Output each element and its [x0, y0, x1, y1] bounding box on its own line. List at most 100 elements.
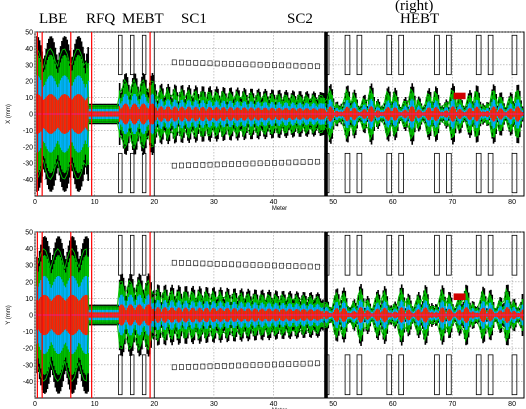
y-cavity-bottom	[171, 364, 177, 371]
y-cavity-top	[279, 262, 284, 269]
x-ytick-label: -30	[23, 161, 33, 168]
y-xtick-label: 60	[389, 401, 397, 408]
y-magnet-bottom	[356, 354, 363, 396]
x-ytick-label: 10	[25, 95, 33, 102]
y-ytick-label: 40	[25, 246, 33, 253]
x-ylabel: X (mm)	[6, 104, 12, 124]
y-cavity-top	[307, 263, 313, 270]
x-cavity-top	[200, 60, 206, 66]
x-cavity-bottom	[214, 161, 220, 168]
y-cavity-top	[286, 263, 292, 269]
y-cavity-top	[314, 263, 320, 270]
x-xtick-label: 30	[210, 199, 218, 206]
x-cavity-bottom	[250, 160, 256, 167]
y-magnet-bottom	[446, 354, 452, 396]
y-ytick-label: 20	[25, 279, 33, 286]
x-cavity-top	[300, 63, 306, 69]
section-label-hebt: HEBT	[400, 11, 439, 27]
x-xtick-label: 80	[508, 199, 516, 206]
y-cavity-bottom	[243, 362, 249, 369]
x-ytick-label: -40	[23, 177, 33, 184]
y-cavity-top	[300, 263, 306, 270]
y-magnet-bottom	[398, 354, 404, 396]
x-ytick-label: 0	[29, 112, 33, 119]
section-label-sc2: SC2	[287, 11, 313, 27]
y-cavity-bottom	[250, 362, 256, 368]
y-cavity-top	[272, 262, 277, 269]
x-cavity-bottom	[179, 162, 184, 169]
y-magnet-top	[398, 234, 404, 276]
x-cavity-top	[236, 61, 242, 67]
y-xtick-label: 40	[270, 401, 278, 408]
y-cavity-bottom	[293, 361, 299, 367]
y-ytick-label: -20	[23, 346, 33, 353]
y-cavity-top	[250, 262, 256, 268]
y-magnet-top	[386, 234, 393, 276]
x-magnet-bottom	[511, 152, 518, 194]
x-cavity-top	[286, 62, 292, 69]
x-cavity-top	[272, 62, 277, 68]
x-beam	[35, 36, 524, 192]
y-xtick-label: 0	[33, 401, 37, 408]
y-ytick-label: -30	[23, 362, 33, 369]
y-target-marker	[453, 293, 466, 301]
section-label-sc1: SC1	[181, 11, 207, 27]
x-envelope-plot: 0 10 20 30 40 50 60 70 80 50 40 30 20 10 0 -10 -20 -30 -40…	[6, 30, 525, 212]
x-cavity-bottom	[293, 159, 299, 166]
x-cavity-top	[207, 60, 213, 67]
y-magnet-top	[344, 234, 351, 276]
y-cavity-top	[236, 261, 242, 268]
x-ytick-label: 20	[25, 79, 33, 86]
x-cavity-bottom	[264, 160, 270, 166]
x-magnet-bottom	[475, 152, 482, 194]
x-ytick-label: 30	[25, 62, 33, 69]
y-cavity-top	[293, 263, 299, 269]
x-cavity-bottom	[300, 159, 306, 165]
x-cavity-bottom	[257, 160, 263, 167]
x-magnet-top	[356, 34, 363, 76]
x-magnet-bottom	[446, 152, 452, 194]
y-xtick-label: 50	[329, 401, 337, 408]
x-magnet-top	[118, 34, 123, 76]
x-cavity-bottom	[193, 162, 199, 168]
top-right-text: (right)	[395, 0, 433, 14]
x-xtick-label: 70	[449, 199, 457, 206]
y-cavity-top	[264, 262, 270, 269]
x-cavity-bottom	[221, 161, 227, 168]
y-cavity-bottom	[200, 363, 206, 370]
y-cavity-top	[229, 261, 234, 268]
y-magnet-top	[487, 234, 494, 276]
y-cavity-top	[221, 261, 227, 267]
x-envelope-lower	[35, 118, 521, 180]
x-cavity-bottom	[279, 159, 284, 166]
x-cavity-top	[179, 59, 184, 66]
y-cavity-top	[243, 261, 249, 268]
y-cavity-bottom	[221, 363, 227, 369]
y-cavity-top	[207, 260, 213, 267]
y-magnet-top	[141, 234, 147, 276]
x-xtick-label: 0	[33, 199, 37, 206]
x-cavity-top	[243, 61, 249, 68]
y-cavity-bottom	[257, 362, 263, 368]
x-cavity-bottom	[229, 161, 234, 167]
x-cavity-bottom	[171, 162, 177, 169]
y-cavity-bottom	[279, 361, 284, 368]
x-cavity-bottom	[186, 162, 191, 169]
x-ytick-label: 50	[25, 30, 33, 37]
x-cavity-top	[279, 62, 284, 69]
y-ytick-label: -40	[23, 379, 33, 386]
x-magnet-top	[434, 34, 440, 76]
x-magnet-top	[475, 34, 482, 76]
y-cavity-bottom	[207, 363, 213, 370]
y-xtick-label: 70	[449, 401, 457, 408]
y-ytick-label: 30	[25, 263, 33, 270]
x-magnet-bottom	[130, 152, 135, 194]
x-magnet-top	[130, 34, 135, 76]
x-cavity-bottom	[236, 161, 242, 167]
y-cavity-top	[179, 260, 184, 266]
x-cavity-top	[257, 61, 263, 68]
x-magnet-bottom	[386, 152, 393, 194]
x-cavity-bottom	[207, 161, 213, 168]
y-magnet-top	[434, 234, 440, 276]
x-cavity-bottom	[314, 158, 320, 165]
